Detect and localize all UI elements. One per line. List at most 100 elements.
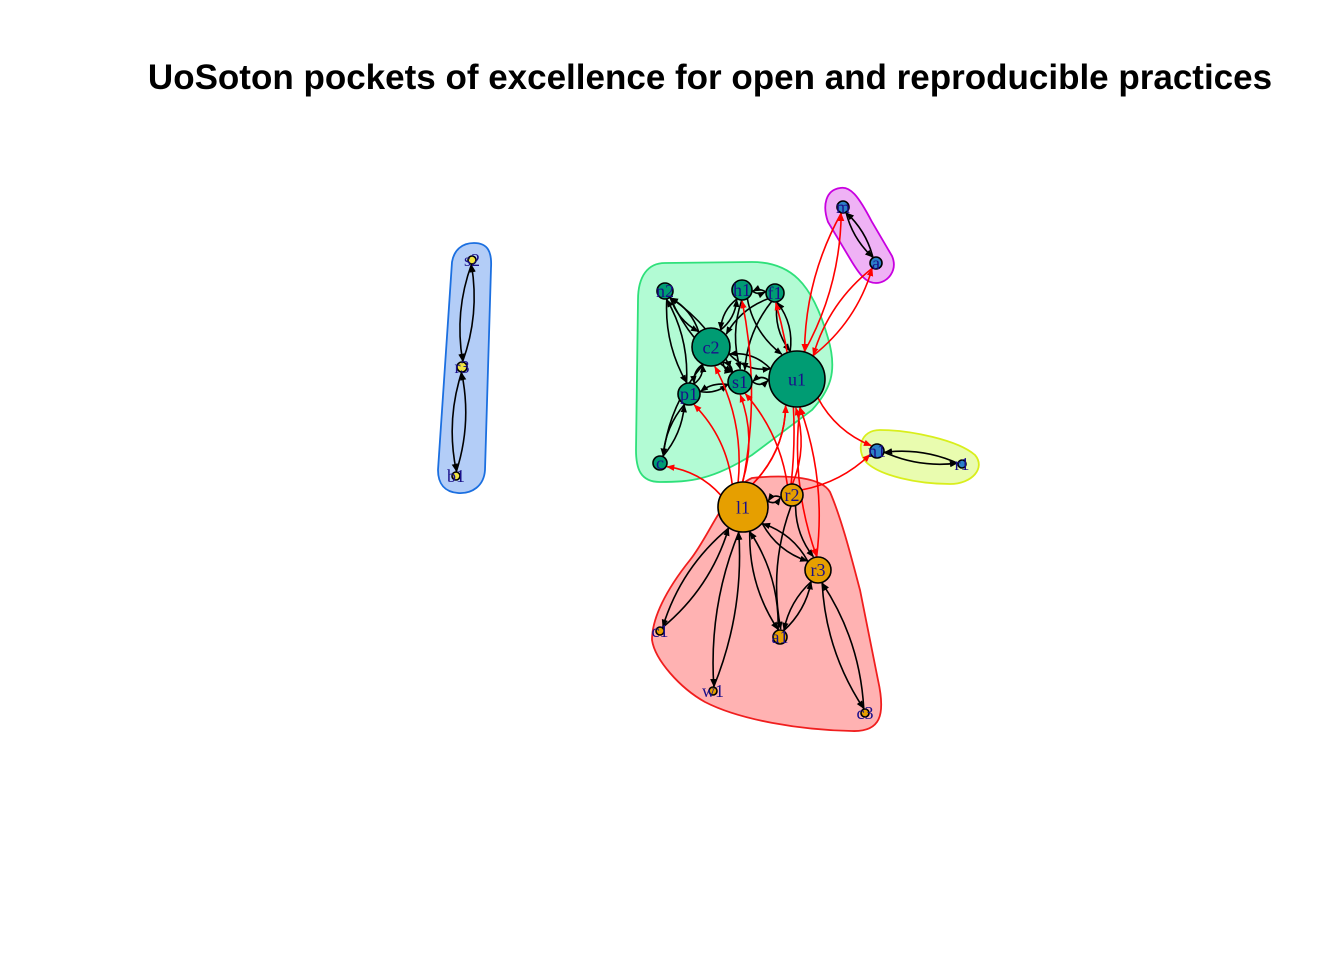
edge-a1-l1: [749, 531, 779, 631]
node-label-l1: l1: [736, 497, 750, 517]
node-label-c3: c3: [857, 703, 874, 723]
node-label-r3: r3: [811, 560, 826, 580]
edge-u1-s1: [752, 374, 770, 382]
edge-p1-s1: [699, 384, 728, 393]
edge-r3b-s2: [461, 264, 476, 363]
node-circle-n2: [656, 282, 674, 300]
edge-r2-s1: [744, 393, 789, 486]
node-s1: s1: [727, 369, 753, 395]
node-circle-b1: [451, 471, 461, 481]
node-circle-c_g: [652, 455, 668, 471]
node-circle-n1: [869, 443, 885, 459]
node-c3: c3: [857, 703, 874, 723]
node-label-h1: h1: [733, 280, 751, 300]
edge-c2-c_g: [660, 363, 705, 457]
node-circle-r3b: [456, 361, 468, 373]
edge-c3-r3: [821, 582, 865, 710]
edge-r2-l1: [767, 493, 782, 502]
node-label-s2: s2: [464, 250, 480, 270]
edge-p1-c2: [693, 364, 707, 385]
node-u1: u1: [768, 350, 826, 408]
node-label-w1: w1: [702, 681, 724, 701]
node-m_bot: a: [869, 253, 883, 273]
node-circle-c2: [691, 327, 731, 367]
node-label-f1: f1: [768, 283, 783, 303]
edge-p1-n2: [666, 299, 688, 384]
node-circle-s1: [727, 369, 753, 395]
node-l1: l1: [717, 481, 769, 533]
node-r3: r3: [804, 556, 832, 584]
edge-s1-p1: [700, 383, 729, 392]
graph-edges: [451, 212, 959, 710]
edge-l1-c2: [714, 365, 740, 483]
edge-r3b-b1: [451, 371, 463, 472]
edge-c2-h1: [719, 298, 740, 331]
node-circle-r1: [957, 459, 967, 469]
node-label-n2: n2: [656, 281, 674, 301]
node-circle-s2: [467, 255, 477, 265]
edge-u1-m_top: [803, 213, 845, 353]
edge-m_bot-u1: [812, 267, 874, 356]
edge-u1-m_bot: [812, 268, 874, 357]
node-f1: f1: [765, 283, 785, 303]
edge-u1-c2: [728, 350, 772, 370]
node-circle-f1: [765, 283, 785, 303]
edge-f1-h1: [752, 284, 767, 293]
edge-l1-p1: [693, 404, 733, 485]
edge-u1-r3: [796, 406, 818, 557]
node-circle-w1: [708, 686, 718, 696]
node-label-m_bot: a: [872, 253, 880, 273]
node-h1: h1: [731, 279, 753, 301]
edge-l1-r2: [766, 497, 781, 506]
node-label-m_top: m: [836, 197, 850, 217]
node-w1: w1: [702, 681, 724, 701]
node-r1: r1: [955, 454, 970, 474]
edge-f1-s1: [742, 300, 773, 371]
node-m_top: m: [836, 197, 850, 217]
edge-c1-l1: [661, 527, 730, 629]
node-label-r3b: r3: [455, 357, 470, 377]
node-label-u1: u1: [788, 369, 806, 389]
edge-u1-n1: [817, 397, 872, 447]
node-circle-h1: [731, 279, 753, 301]
edge-c2-u1: [728, 353, 771, 373]
node-c_g: c: [652, 453, 668, 473]
community-hulls: [437, 186, 980, 732]
edge-r3-l1: [762, 522, 809, 562]
node-circle-r3: [804, 556, 832, 584]
node-label-r1: r1: [955, 454, 970, 474]
node-circle-a1: [772, 629, 788, 645]
edge-n1-r1: [883, 451, 958, 468]
node-s2: s2: [464, 250, 480, 270]
edge-b1-r3b: [455, 372, 467, 473]
node-n1: n1: [868, 441, 886, 461]
node-label-c1: c1: [652, 621, 669, 641]
edge-r2-u1: [791, 407, 802, 485]
edge-l1-h1: [740, 300, 753, 483]
edge-w1-l1: [712, 531, 743, 688]
node-circle-p1: [677, 382, 701, 406]
edge-r3-c3: [821, 582, 865, 709]
graph-nodes: s2 r3 b1 n2 h1 f1 c2 s1 p1 u1 c m a n1 r1 l1 r2 r3 c1 a1 w1 c…: [447, 197, 970, 723]
node-circle-m_top: [836, 200, 850, 214]
edge-l1-a1: [748, 530, 779, 630]
node-n2: n2: [656, 281, 674, 301]
node-label-r2: r2: [785, 485, 800, 505]
edge-l1-w1: [710, 531, 740, 687]
edge-l1-u1: [752, 404, 789, 485]
node-c1: c1: [652, 621, 669, 641]
edge-m_top-u1: [801, 212, 843, 352]
node-circle-m_bot: [869, 256, 883, 270]
node-p1: p1: [677, 382, 701, 406]
community-hull-red: [651, 475, 883, 732]
node-circle-l1: [717, 481, 769, 533]
edge-h1-u1: [746, 298, 783, 355]
node-r3b: r3: [455, 357, 470, 377]
node-r2: r2: [780, 483, 804, 507]
community-hull-yellow: [859, 429, 980, 485]
node-circle-r2: [780, 483, 804, 507]
node-label-a1: a1: [772, 627, 789, 647]
node-label-c_g: c: [656, 453, 664, 473]
graph-title: UoSoton pockets of excellence for open a…: [147, 58, 1273, 97]
